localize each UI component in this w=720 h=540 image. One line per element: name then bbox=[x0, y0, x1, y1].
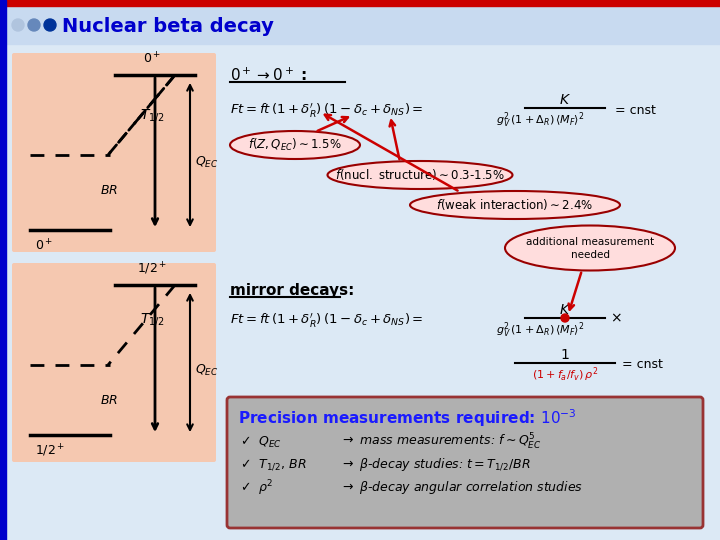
Text: $Q_{EC}$: $Q_{EC}$ bbox=[195, 154, 218, 170]
Text: = cnst: = cnst bbox=[622, 359, 663, 372]
Text: $\checkmark$  $T_{1/2},\,BR$: $\checkmark$ $T_{1/2},\,BR$ bbox=[240, 458, 307, 472]
Text: mirror decays:: mirror decays: bbox=[230, 282, 354, 298]
Text: = cnst: = cnst bbox=[615, 104, 656, 117]
Text: Nuclear beta decay: Nuclear beta decay bbox=[62, 17, 274, 37]
Bar bbox=[0, 0, 6, 540]
Text: $BR$: $BR$ bbox=[100, 394, 118, 407]
Text: $T_{1/2}$: $T_{1/2}$ bbox=[140, 106, 165, 124]
Ellipse shape bbox=[230, 131, 360, 159]
Text: $\rightarrow$ mass measurements: $f \sim Q_{EC}^5$: $\rightarrow$ mass measurements: $f \sim… bbox=[340, 432, 541, 452]
Text: $f(\mathrm{weak\ interaction}) \sim 2.4\%$: $f(\mathrm{weak\ interaction}) \sim 2.4\… bbox=[436, 198, 593, 213]
Text: $f(\mathrm{nucl.\ structure}) \sim 0.3\text{-}1.5\%$: $f(\mathrm{nucl.\ structure}) \sim 0.3\t… bbox=[335, 167, 505, 183]
Text: $1$: $1$ bbox=[560, 348, 570, 362]
Text: $T_{1/2}$: $T_{1/2}$ bbox=[140, 312, 165, 328]
FancyBboxPatch shape bbox=[227, 397, 703, 528]
Circle shape bbox=[561, 314, 569, 322]
Text: $Q_{EC}$: $Q_{EC}$ bbox=[195, 362, 218, 377]
Text: $\checkmark$  $Q_{EC}$: $\checkmark$ $Q_{EC}$ bbox=[240, 435, 282, 449]
Text: $f(Z, Q_{EC}) \sim 1.5\%$: $f(Z, Q_{EC}) \sim 1.5\%$ bbox=[248, 137, 342, 153]
Circle shape bbox=[12, 19, 24, 31]
Text: $Ft = ft\,(1 + \delta_R')\,(1 - \delta_c + \delta_{NS}) = $: $Ft = ft\,(1 + \delta_R')\,(1 - \delta_c… bbox=[230, 101, 423, 119]
Text: $0^+$: $0^+$ bbox=[35, 238, 53, 253]
Circle shape bbox=[28, 19, 40, 31]
Text: needed: needed bbox=[570, 250, 610, 260]
Text: $K$: $K$ bbox=[559, 303, 571, 317]
FancyBboxPatch shape bbox=[12, 263, 216, 462]
Text: $(1 + f_a/f_v)\,\rho^2$: $(1 + f_a/f_v)\,\rho^2$ bbox=[532, 366, 598, 384]
Text: $0^+ \rightarrow 0^+$ :: $0^+ \rightarrow 0^+$ : bbox=[230, 66, 307, 84]
Text: $g_V^2\,(1 + \Delta_R)\,\langle M_F\rangle^2$: $g_V^2\,(1 + \Delta_R)\,\langle M_F\rang… bbox=[495, 110, 585, 130]
Text: $\rightarrow$ $\beta$-decay studies: $t = T_{1/2}/BR$: $\rightarrow$ $\beta$-decay studies: $t … bbox=[340, 457, 531, 473]
Text: $\rightarrow$ $\beta$-decay angular correlation studies: $\rightarrow$ $\beta$-decay angular corr… bbox=[340, 480, 583, 496]
Text: $g_V^2\,(1 + \Delta_R)\,\langle M_F\rangle^2$: $g_V^2\,(1 + \Delta_R)\,\langle M_F\rang… bbox=[495, 320, 585, 340]
Text: Precision measurements required: $10^{-3}$: Precision measurements required: $10^{-3… bbox=[238, 407, 577, 429]
Text: $\times$: $\times$ bbox=[610, 311, 622, 325]
Text: $1/2^+$: $1/2^+$ bbox=[35, 443, 66, 460]
Ellipse shape bbox=[410, 191, 620, 219]
Bar bbox=[6, 6, 720, 44]
FancyBboxPatch shape bbox=[12, 53, 216, 252]
Text: additional measurement: additional measurement bbox=[526, 237, 654, 247]
Text: $Ft = ft\,(1 + \delta_R')\,(1 - \delta_c + \delta_{NS}) = $: $Ft = ft\,(1 + \delta_R')\,(1 - \delta_c… bbox=[230, 311, 423, 329]
Ellipse shape bbox=[505, 226, 675, 271]
Circle shape bbox=[44, 19, 56, 31]
Text: $0^+$: $0^+$ bbox=[143, 52, 161, 67]
Text: $BR$: $BR$ bbox=[100, 184, 118, 197]
Text: $\checkmark$  $\rho^2$: $\checkmark$ $\rho^2$ bbox=[240, 478, 274, 498]
Bar bbox=[0, 0, 720, 6]
Text: $K$: $K$ bbox=[559, 93, 571, 107]
Ellipse shape bbox=[328, 161, 513, 189]
Text: $1/2^+$: $1/2^+$ bbox=[137, 261, 167, 277]
